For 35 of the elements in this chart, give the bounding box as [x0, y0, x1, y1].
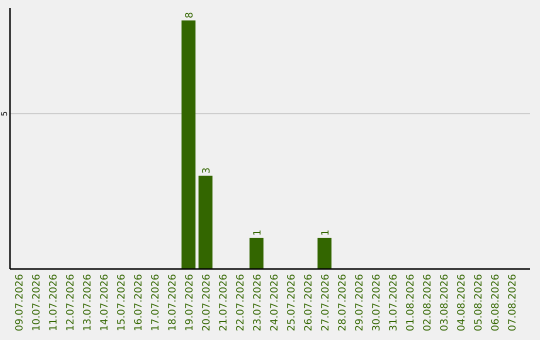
- x-tick-label: 11.07.2026: [48, 274, 60, 332]
- x-tick-label: 15.07.2026: [116, 274, 128, 332]
- x-tick-label: 07.08.2026: [508, 274, 518, 332]
- data-label: 1: [252, 230, 264, 236]
- x-tick-label: 06.08.2026: [490, 274, 502, 332]
- x-tick-label: 02.08.2026: [422, 274, 434, 332]
- data-label: 3: [202, 167, 212, 174]
- x-tick-label: 27.07.2026: [320, 274, 332, 332]
- x-tick-label: 17.07.2026: [150, 274, 162, 332]
- x-tick-label: 28.07.2026: [338, 274, 348, 332]
- x-tick-label: 23.07.2026: [252, 274, 264, 332]
- x-tick-label: 04.08.2026: [456, 274, 468, 332]
- x-tick-label: 05.08.2026: [474, 274, 484, 332]
- x-tick-label: 29.07.2026: [354, 274, 366, 332]
- x-tick-label: 24.07.2026: [270, 274, 280, 332]
- x-tick-label: 12.07.2026: [66, 274, 76, 332]
- x-tick-label: 01.08.2026: [406, 274, 416, 332]
- x-tick-label: 13.07.2026: [82, 274, 94, 332]
- x-tick-label: 26.07.2026: [304, 274, 314, 332]
- x-tick-label: 21.07.2026: [218, 274, 230, 332]
- x-tick-label: 03.08.2026: [440, 274, 450, 332]
- data-label: 1: [320, 230, 332, 236]
- x-tick-label: 25.07.2026: [286, 274, 298, 332]
- x-tick-label: 14.07.2026: [100, 274, 110, 332]
- x-tick-label: 09.07.2026: [14, 274, 26, 332]
- x-tick-label: 31.07.2026: [388, 274, 400, 332]
- data-label: 8: [184, 12, 196, 18]
- y-tick-label: 5: [0, 111, 9, 116]
- x-tick-label: 30.07.2026: [372, 274, 382, 332]
- x-tick-label: 20.07.2026: [202, 274, 212, 332]
- x-tick-label: 19.07.2026: [184, 274, 196, 332]
- x-tick-label: 22.07.2026: [236, 274, 246, 332]
- x-tick-label: 16.07.2026: [134, 274, 144, 332]
- x-tick-label: 10.07.2026: [32, 274, 42, 332]
- x-tick-label: 18.07.2026: [168, 274, 178, 332]
